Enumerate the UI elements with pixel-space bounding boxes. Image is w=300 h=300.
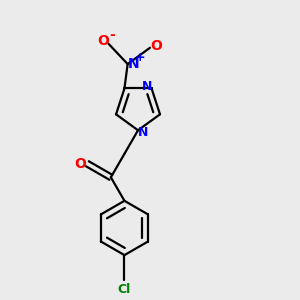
Text: O: O [150,39,162,53]
Text: N: N [142,80,152,93]
Text: +: + [134,50,145,64]
Text: N: N [138,126,148,139]
Text: O: O [97,34,109,48]
Text: Cl: Cl [118,283,131,296]
Text: O: O [74,157,86,171]
Text: -: - [110,28,115,42]
Text: N: N [128,57,139,71]
